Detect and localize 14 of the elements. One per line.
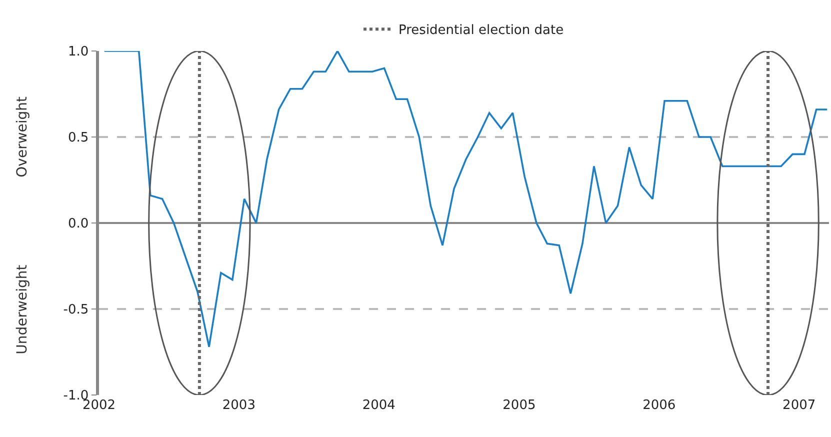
x-tick-label: 2002 (82, 398, 116, 413)
x-tick-label: 2007 (782, 398, 816, 413)
x-tick-label: 2005 (502, 398, 536, 413)
line-series (103, 51, 828, 348)
y-tick-label: 1.0 (68, 44, 89, 60)
x-tick-label: 2004 (362, 398, 396, 413)
text: Underweight (14, 264, 30, 354)
y-tick-label: 0.5 (68, 130, 89, 146)
y-tick-label: 0.0 (68, 216, 89, 232)
x-tick-label: 2003 (222, 398, 256, 413)
text: Overweight (14, 96, 30, 178)
x-tick-label: 2006 (642, 398, 676, 413)
legend-label: Presidential election date (398, 23, 564, 38)
y-tick-label: -0.5 (63, 302, 89, 318)
